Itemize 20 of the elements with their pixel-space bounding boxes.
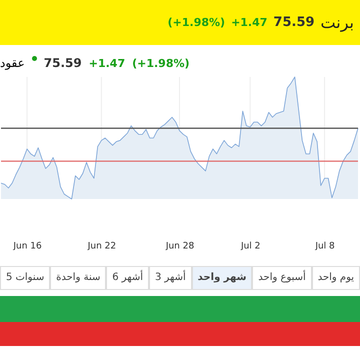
x-tick-label: Jul 2 [240,242,260,252]
text: +1.47 [231,16,268,29]
text: شهر واحد [192,266,252,290]
text: 75.59 [44,56,82,70]
text: (+1.98%) [132,56,190,70]
text: 75.59 [273,15,315,30]
text: 6 أشهر [106,266,149,290]
text: أسبوع واحد [252,266,312,290]
text: سنة واحدة [50,266,106,290]
x-tick-label: Jun 22 [86,242,116,252]
text: 5 سنوات [0,266,50,290]
chart-title: برنت [320,13,354,32]
text: يوم واحد [312,266,360,290]
x-tick-label: Jun 28 [164,242,194,252]
text: (+1.98%) [168,16,226,29]
text: +1.47 [88,56,126,70]
text: 3 أشهر [149,266,192,290]
x-tick-label: Jun 16 [12,242,42,252]
x-tick-label: Jul 8 [314,242,336,252]
chart-subtitle: عقود [0,56,25,70]
